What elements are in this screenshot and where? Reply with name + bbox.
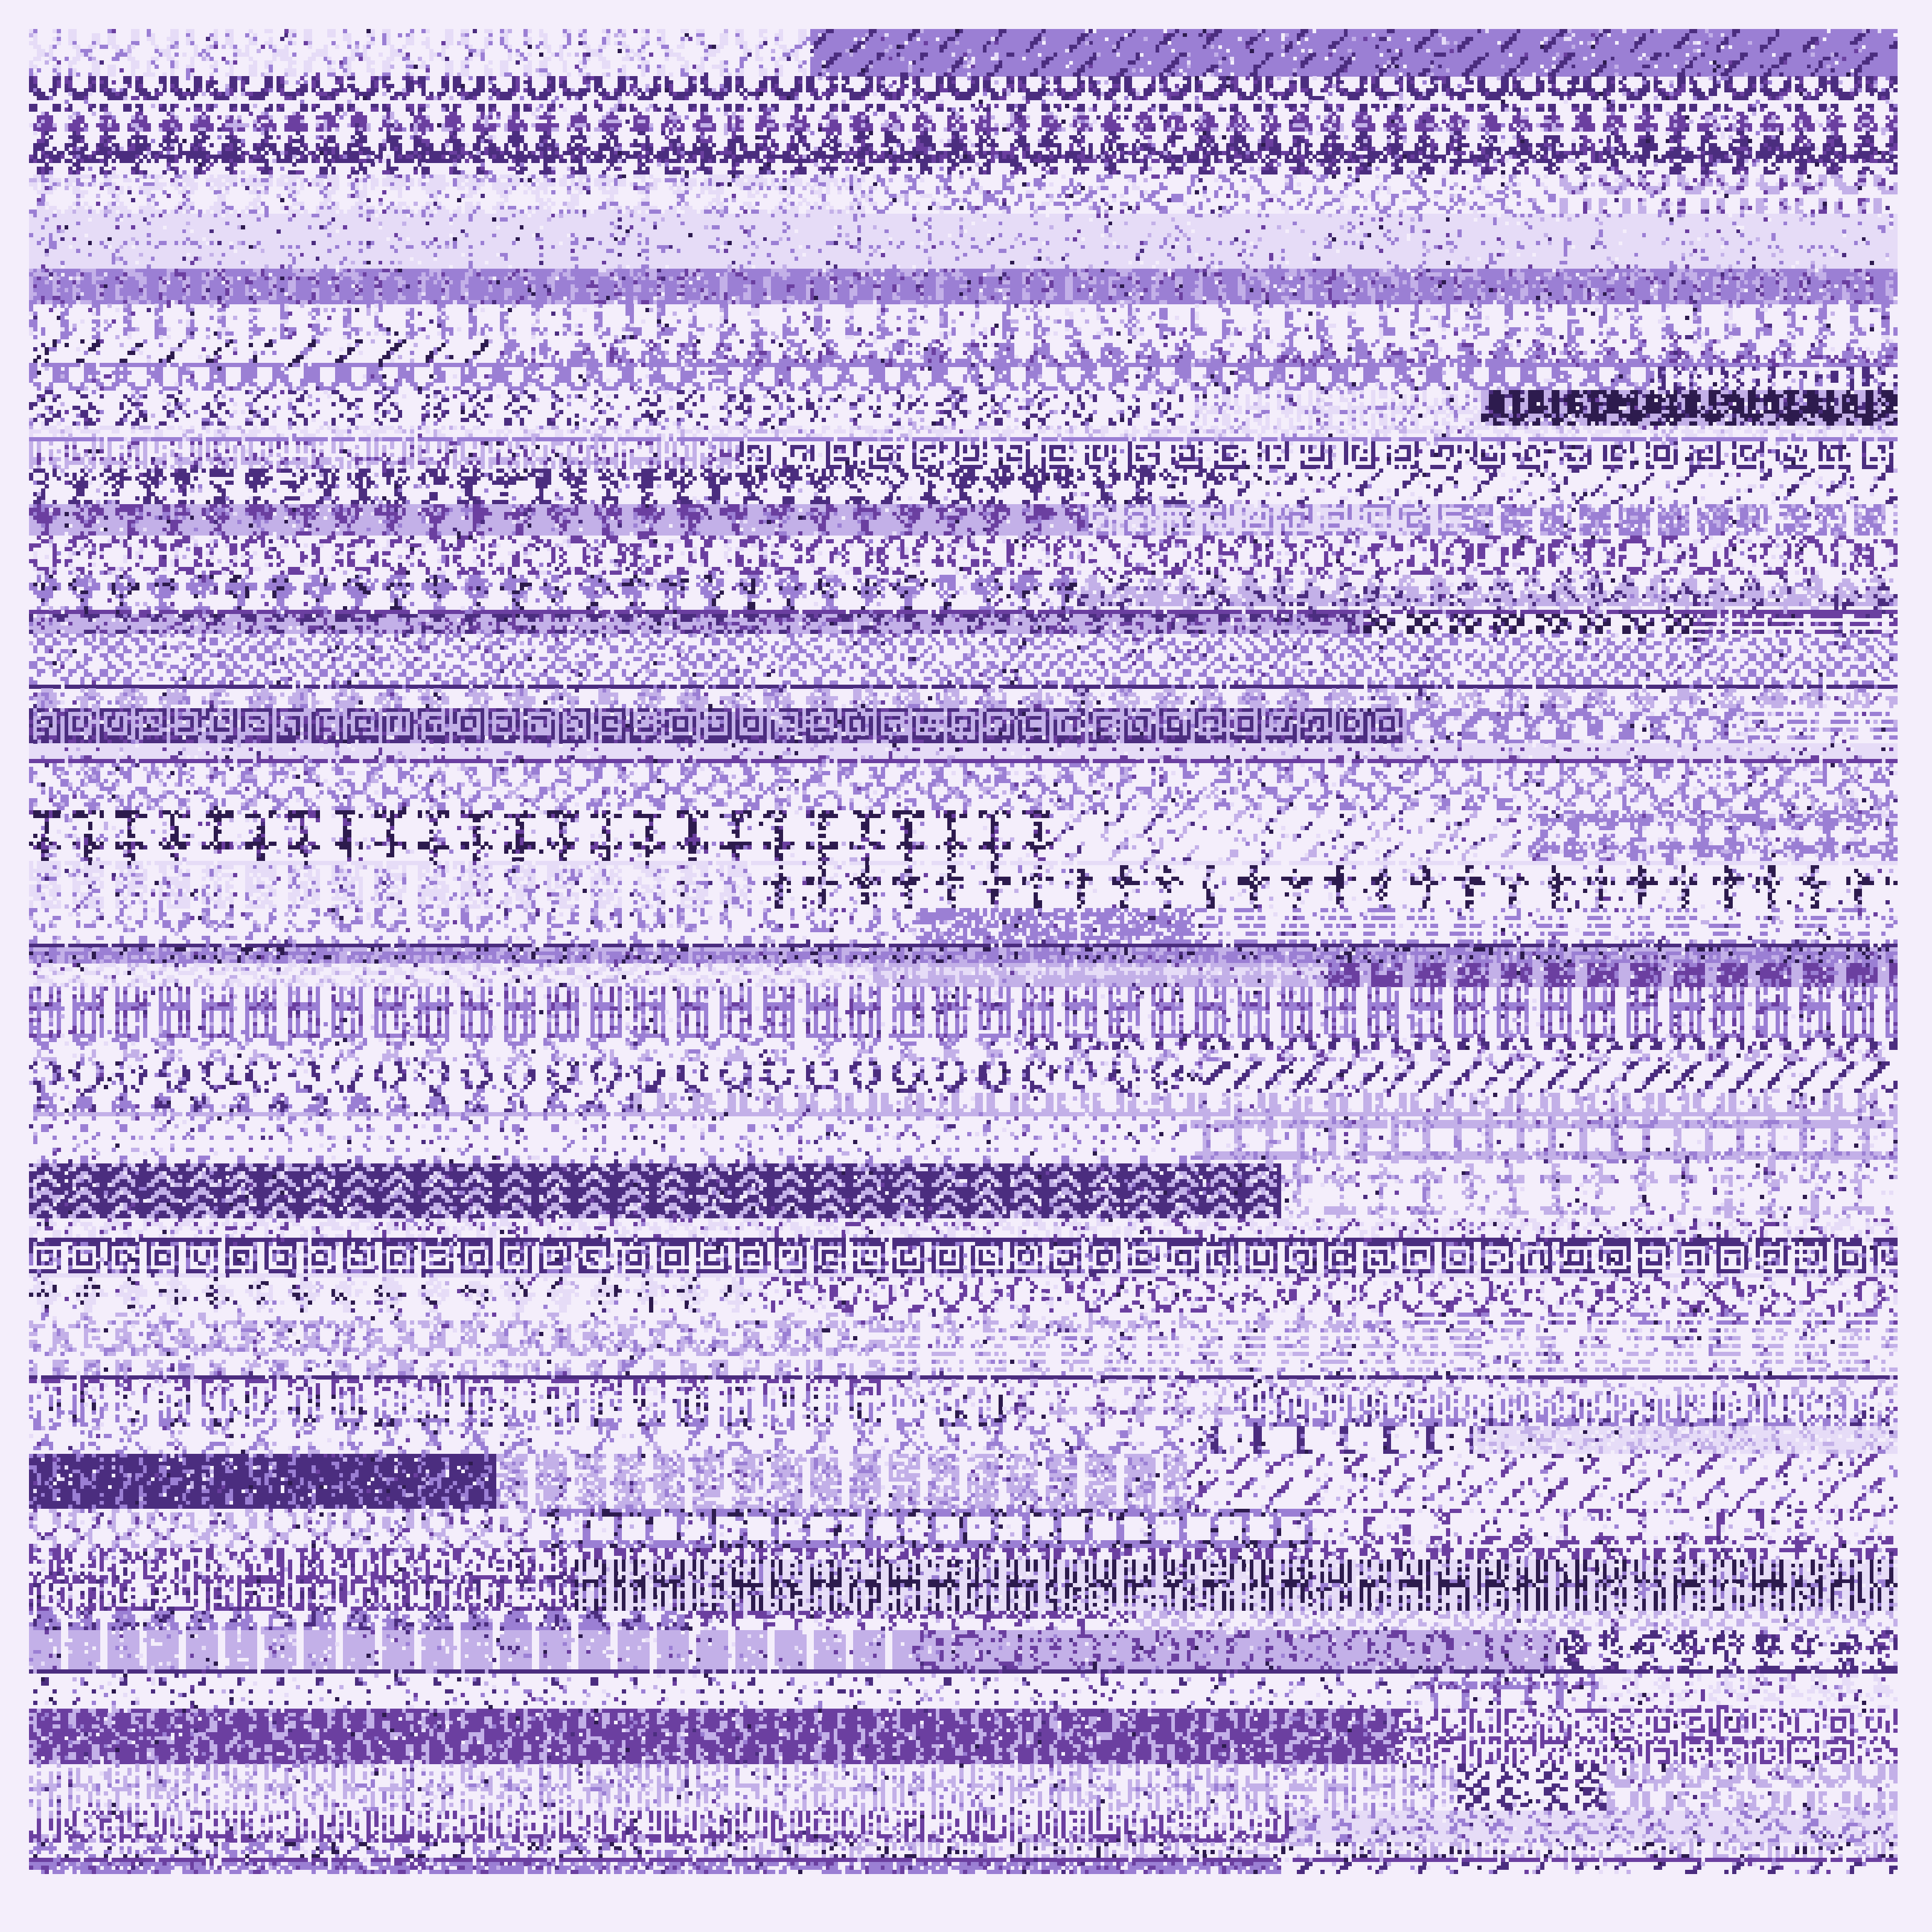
generative-glyph-mosaic: [0, 0, 1932, 1932]
artwork-canvas: Generative Glyph Mosaic: [0, 0, 1932, 1932]
